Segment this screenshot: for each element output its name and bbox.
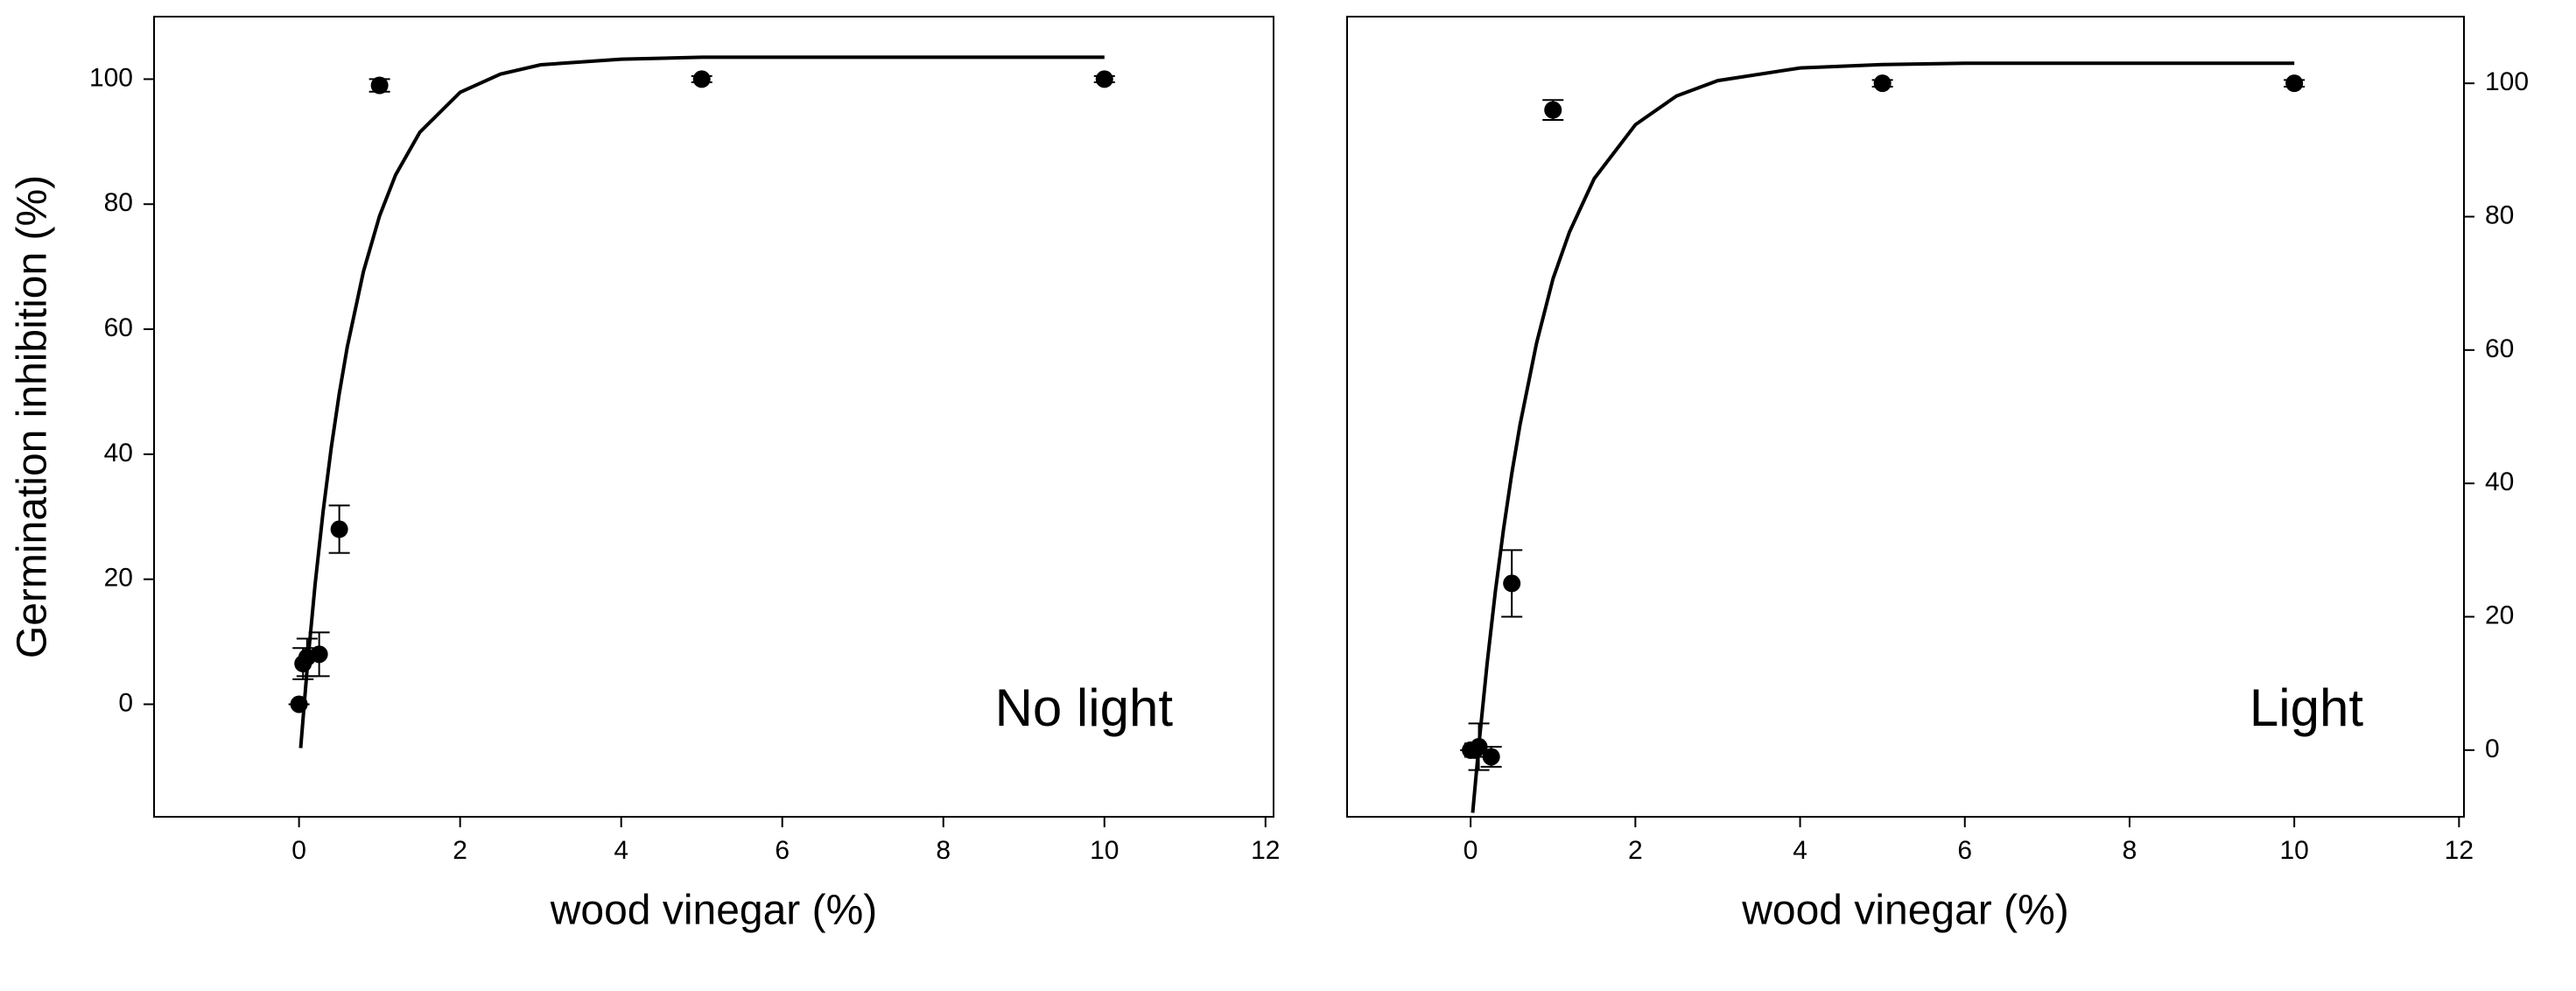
y-tick-label: 40 bbox=[104, 439, 133, 467]
y-tick-label: 40 bbox=[2485, 467, 2514, 496]
plot-frame bbox=[153, 16, 1274, 818]
x-tick-label: 4 bbox=[1793, 836, 1807, 865]
x-axis-label: wood vinegar (%) bbox=[550, 888, 878, 934]
y-tick-label: 100 bbox=[89, 63, 133, 92]
x-tick-label: 0 bbox=[291, 836, 306, 865]
y-tick-label: 100 bbox=[2485, 67, 2529, 96]
x-tick-label: 2 bbox=[453, 836, 467, 865]
data-point bbox=[1095, 70, 1113, 88]
x-axis-label: wood vinegar (%) bbox=[1741, 888, 2069, 934]
x-tick-label: 8 bbox=[2123, 836, 2137, 865]
x-tick-label: 6 bbox=[1957, 836, 1972, 865]
y-tick-label: 20 bbox=[2485, 601, 2514, 629]
data-point bbox=[330, 520, 348, 538]
annotation: No light bbox=[995, 678, 1174, 737]
plot-frame bbox=[1346, 16, 2465, 818]
data-point bbox=[370, 76, 389, 95]
y-tick-label: 0 bbox=[2485, 734, 2500, 763]
data-point bbox=[1544, 101, 1562, 119]
y-tick-label: 20 bbox=[104, 564, 133, 593]
y-tick-label: 0 bbox=[118, 688, 133, 717]
x-tick-label: 10 bbox=[2279, 836, 2308, 865]
x-tick-label: 0 bbox=[1463, 836, 1478, 865]
x-tick-label: 8 bbox=[936, 836, 951, 865]
data-point bbox=[1503, 574, 1521, 593]
y-tick-label: 60 bbox=[2485, 334, 2514, 363]
data-point bbox=[2285, 74, 2304, 93]
x-tick-label: 6 bbox=[775, 836, 790, 865]
y-tick-label: 60 bbox=[104, 313, 133, 342]
data-point bbox=[310, 645, 328, 664]
fit-line bbox=[298, 55, 1105, 749]
data-point bbox=[1482, 748, 1500, 766]
x-tick-label: 12 bbox=[1251, 836, 1280, 865]
x-tick-label: 12 bbox=[2445, 836, 2474, 865]
y-tick-label: 80 bbox=[2485, 200, 2514, 229]
fit-line bbox=[1470, 61, 2295, 813]
data-point bbox=[692, 70, 711, 88]
data-point bbox=[1873, 74, 1892, 93]
x-tick-label: 10 bbox=[1090, 836, 1119, 865]
x-tick-label: 4 bbox=[614, 836, 628, 865]
y-tick-label: 80 bbox=[104, 188, 133, 217]
data-point bbox=[290, 695, 308, 713]
y-axis-label: Germination inhibition (%) bbox=[10, 175, 56, 658]
x-tick-label: 2 bbox=[1628, 836, 1643, 865]
annotation: Light bbox=[2250, 678, 2363, 737]
data-point bbox=[1470, 738, 1488, 756]
